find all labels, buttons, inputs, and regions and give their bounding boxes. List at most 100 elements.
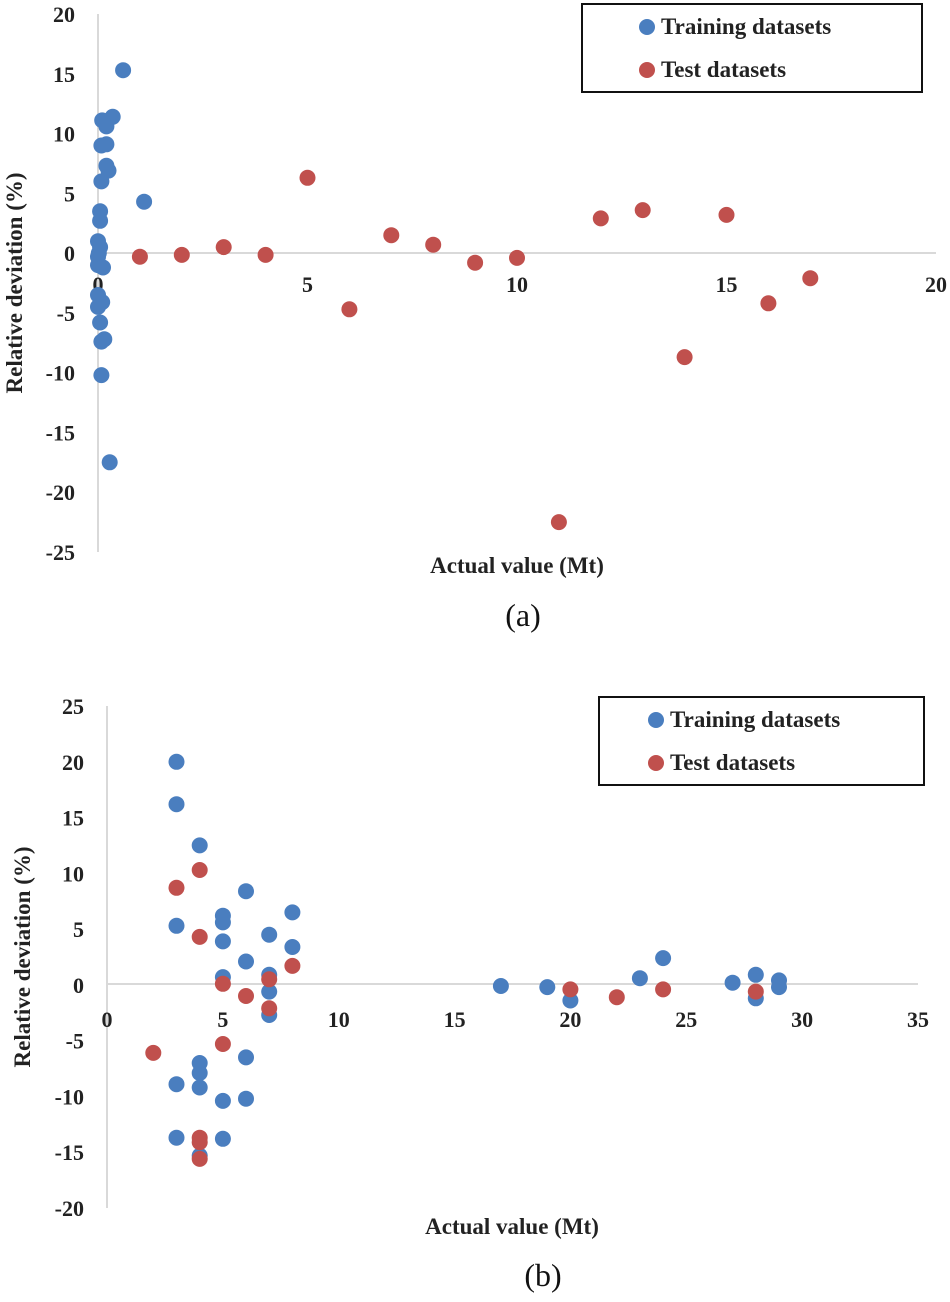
data-point-test: [238, 988, 254, 1004]
caption-a: (a): [505, 597, 541, 633]
data-point-training: [93, 333, 110, 350]
x-axis-title-b: Actual value (Mt): [425, 1214, 599, 1239]
data-point-training: [101, 454, 118, 471]
legend-label-test-b: Test datasets: [670, 750, 795, 775]
y-tick-label: 0: [73, 973, 84, 998]
x-tick-labels-b: 0 5 10 15 20 25 30 35: [102, 1007, 930, 1032]
data-point-test: [655, 981, 672, 998]
data-point-training: [90, 298, 106, 315]
data-point-training: [261, 926, 278, 943]
y-axis-title-a: Relative deviation (%): [2, 172, 27, 393]
data-point-training: [136, 193, 153, 210]
x-tick-label: 20: [559, 1007, 581, 1032]
data-point-test: [261, 971, 278, 988]
data-point-test: [550, 514, 567, 531]
data-point-training: [168, 1129, 185, 1146]
data-point-training: [93, 367, 110, 384]
y-tick-label: -15: [55, 1140, 84, 1165]
x-tick-labels-a: 0 5 10 15 20: [93, 272, 948, 297]
data-point-training: [214, 1092, 231, 1109]
data-point-training: [191, 1065, 208, 1081]
x-tick-label: 25: [675, 1007, 697, 1032]
y-tick-label: 20: [53, 2, 75, 27]
data-point-test: [191, 1134, 208, 1151]
legend-label-training-b: Training datasets: [670, 707, 840, 732]
data-point-test: [191, 1150, 208, 1167]
data-point-test: [261, 1000, 278, 1017]
data-point-test: [145, 1044, 162, 1061]
chart-panel-b: 25 20 15 10 5 0 -5 -10 -15 -20 0 5 10 15 20 25 30 35 Act…: [10, 694, 929, 1293]
data-point-test: [562, 981, 579, 998]
data-point-training: [168, 917, 185, 934]
data-point-test: [608, 989, 625, 1006]
data-point-training: [724, 974, 741, 991]
y-tick-label: -20: [55, 1196, 84, 1221]
data-point-training: [191, 1079, 208, 1096]
data-points-b: [145, 753, 787, 1167]
x-tick-label: 30: [791, 1007, 813, 1032]
data-point-training: [98, 136, 115, 153]
x-tick-label: 10: [328, 1007, 350, 1032]
data-point-test: [168, 879, 185, 896]
data-point-training: [238, 1049, 254, 1066]
data-point-test: [173, 246, 190, 263]
x-tick-label: 0: [93, 272, 104, 297]
y-tick-label: 0: [64, 241, 75, 266]
legend-b: Training datasets Test datasets: [598, 696, 925, 786]
legend-label-test-a: Test datasets: [661, 57, 786, 82]
y-tick-label: 5: [73, 917, 84, 942]
data-point-training: [95, 259, 111, 276]
x-axis-title-a: Actual value (Mt): [430, 553, 604, 578]
caption-b: (b): [524, 1257, 561, 1293]
data-point-training: [115, 62, 132, 79]
y-tick-label: -10: [55, 1084, 84, 1109]
data-point-training: [284, 904, 301, 921]
data-point-test: [299, 169, 316, 186]
data-point-training: [562, 992, 579, 1009]
legend-label-training-a: Training datasets: [661, 14, 831, 39]
x-tick-label: 20: [925, 272, 947, 297]
data-point-training: [539, 979, 556, 996]
data-point-training: [93, 173, 110, 190]
data-point-training: [284, 939, 301, 955]
data-point-test: [191, 862, 208, 878]
y-tick-label: 10: [62, 861, 84, 886]
data-point-training: [168, 796, 185, 813]
data-point-test: [676, 349, 693, 366]
x-tick-label: 0: [102, 1007, 113, 1032]
data-point-test: [718, 206, 735, 223]
y-tick-label: -5: [66, 1029, 84, 1054]
data-point-test: [214, 1036, 231, 1052]
data-point-test: [509, 249, 525, 266]
data-point-training: [92, 314, 109, 331]
data-point-test: [760, 295, 777, 312]
y-tick-label: 25: [62, 694, 84, 719]
legend-box-a: [581, 3, 923, 93]
y-tick-label: -5: [57, 301, 75, 326]
data-point-training: [214, 933, 231, 950]
x-tick-label: 5: [302, 272, 313, 297]
data-point-test: [341, 301, 358, 318]
data-point-training: [98, 118, 115, 135]
data-point-test: [747, 983, 764, 1000]
y-tick-labels-b: 25 20 15 10 5 0 -5 -10 -15 -20: [55, 694, 84, 1221]
data-point-test: [191, 928, 208, 945]
x-tick-label: 15: [444, 1007, 466, 1032]
y-axis-title-b: Relative deviation (%): [10, 846, 35, 1067]
data-point-training: [238, 1090, 254, 1107]
data-point-training: [191, 837, 208, 854]
legend-a: Training datasets Test datasets: [581, 3, 923, 93]
data-point-test: [215, 239, 232, 256]
y-tick-label: 15: [62, 806, 84, 831]
data-point-training: [771, 979, 787, 996]
y-tick-label: -20: [46, 480, 75, 505]
data-point-training: [261, 983, 278, 1000]
data-point-test: [214, 975, 231, 992]
data-point-training: [214, 1130, 231, 1147]
chart-panel-a: 20 15 10 5 0 -5 -10 -15 -20 -25 0 5 10 15 20 Actual v…: [2, 2, 947, 633]
x-tick-label: 10: [506, 272, 528, 297]
y-tick-label: 15: [53, 62, 75, 87]
data-point-training: [238, 883, 254, 900]
data-point-test: [257, 246, 274, 263]
